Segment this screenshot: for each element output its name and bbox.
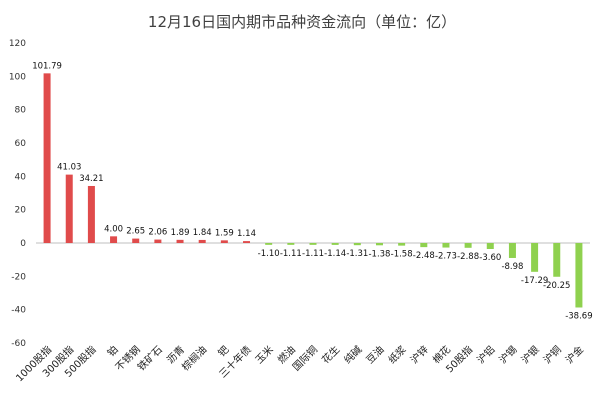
data-label: 1.89 xyxy=(171,228,190,238)
x-tick-label: 钯 xyxy=(216,344,232,360)
y-tick-label: 80 xyxy=(15,106,27,116)
data-label: -1.58 xyxy=(391,250,413,260)
y-tick-label: -60 xyxy=(11,339,26,349)
y-tick-label: 20 xyxy=(15,206,27,216)
bar xyxy=(154,239,162,243)
data-label: -3.60 xyxy=(479,253,501,263)
bar xyxy=(176,239,184,243)
x-tick-label: 花生 xyxy=(319,343,342,366)
bar xyxy=(110,236,118,243)
y-tick-label: 60 xyxy=(15,139,27,149)
data-label: -17.29 xyxy=(521,276,548,286)
bar xyxy=(132,238,140,243)
y-tick-label: 0 xyxy=(20,239,26,249)
bar xyxy=(486,243,494,249)
bar xyxy=(43,73,51,243)
bar xyxy=(575,243,583,308)
x-tick-label: 国际铜 xyxy=(290,344,320,374)
data-label: 41.03 xyxy=(57,163,81,173)
data-label: 1.84 xyxy=(193,228,212,238)
y-tick-label: 120 xyxy=(9,39,26,49)
data-label: -1.14 xyxy=(324,249,346,259)
y-tick-label: -40 xyxy=(11,306,26,316)
data-label: -1.10 xyxy=(258,249,280,259)
data-label: -1.31 xyxy=(346,249,368,259)
chart-title: 12月16日国内期市品种资金流向（单位：亿） xyxy=(148,13,456,31)
x-tick-label: 沪金 xyxy=(563,343,586,366)
bar xyxy=(65,174,73,243)
bar xyxy=(442,243,450,248)
data-label: -1.11 xyxy=(302,249,324,259)
data-label: -8.98 xyxy=(501,262,523,272)
bar xyxy=(398,243,406,246)
x-tick-label: 棕榈油 xyxy=(179,343,209,373)
bar xyxy=(553,243,561,277)
bar xyxy=(420,243,428,248)
bar xyxy=(287,243,295,245)
data-label: -2.88 xyxy=(457,252,479,262)
bar xyxy=(220,240,228,243)
y-tick-label: 40 xyxy=(15,172,27,182)
bars-group xyxy=(43,73,583,308)
bar xyxy=(353,243,361,246)
data-label: 34.21 xyxy=(79,174,103,184)
bar xyxy=(87,185,95,243)
x-tick-label: 沪铜 xyxy=(541,343,564,366)
data-label: -1.11 xyxy=(280,249,302,259)
x-tick-label: 沪银 xyxy=(518,343,541,366)
data-label: -2.48 xyxy=(413,251,435,261)
x-tick-label: 沪铝 xyxy=(474,343,497,366)
x-tick-label: 豆油 xyxy=(363,343,386,366)
bar xyxy=(375,243,383,246)
data-label: 101.79 xyxy=(32,61,62,71)
bar xyxy=(309,243,317,245)
bar xyxy=(265,243,273,245)
data-label: 2.06 xyxy=(148,228,167,238)
data-label: -2.73 xyxy=(435,252,457,262)
bar xyxy=(508,243,516,258)
x-tick-label: 铂 xyxy=(104,343,120,359)
x-tick-label: 铁矿石 xyxy=(135,343,165,373)
bar xyxy=(531,243,539,272)
x-tick-label: 沪锌 xyxy=(408,343,431,366)
x-tick-label: 沪锡 xyxy=(496,343,519,366)
x-tick-label: 纸浆 xyxy=(385,343,408,366)
data-label: -20.25 xyxy=(543,281,570,291)
bar xyxy=(464,243,472,248)
data-label: 1.14 xyxy=(237,229,256,239)
data-label: -1.38 xyxy=(368,249,390,259)
y-tick-label: -20 xyxy=(11,272,26,282)
data-label: 2.65 xyxy=(126,227,145,237)
data-label: 1.59 xyxy=(215,228,234,238)
data-label: 4.00 xyxy=(104,224,123,234)
y-axis: 120 100 80 60 40 20 0 -20 -40 -60 xyxy=(9,39,26,349)
x-tick-label: 纯碱 xyxy=(341,343,364,366)
bar xyxy=(331,243,339,245)
y-tick-label: 100 xyxy=(9,72,26,82)
x-tick-label: 玉米 xyxy=(252,343,275,366)
bar xyxy=(198,239,206,243)
bar xyxy=(243,241,251,243)
data-label: -38.69 xyxy=(565,311,592,321)
